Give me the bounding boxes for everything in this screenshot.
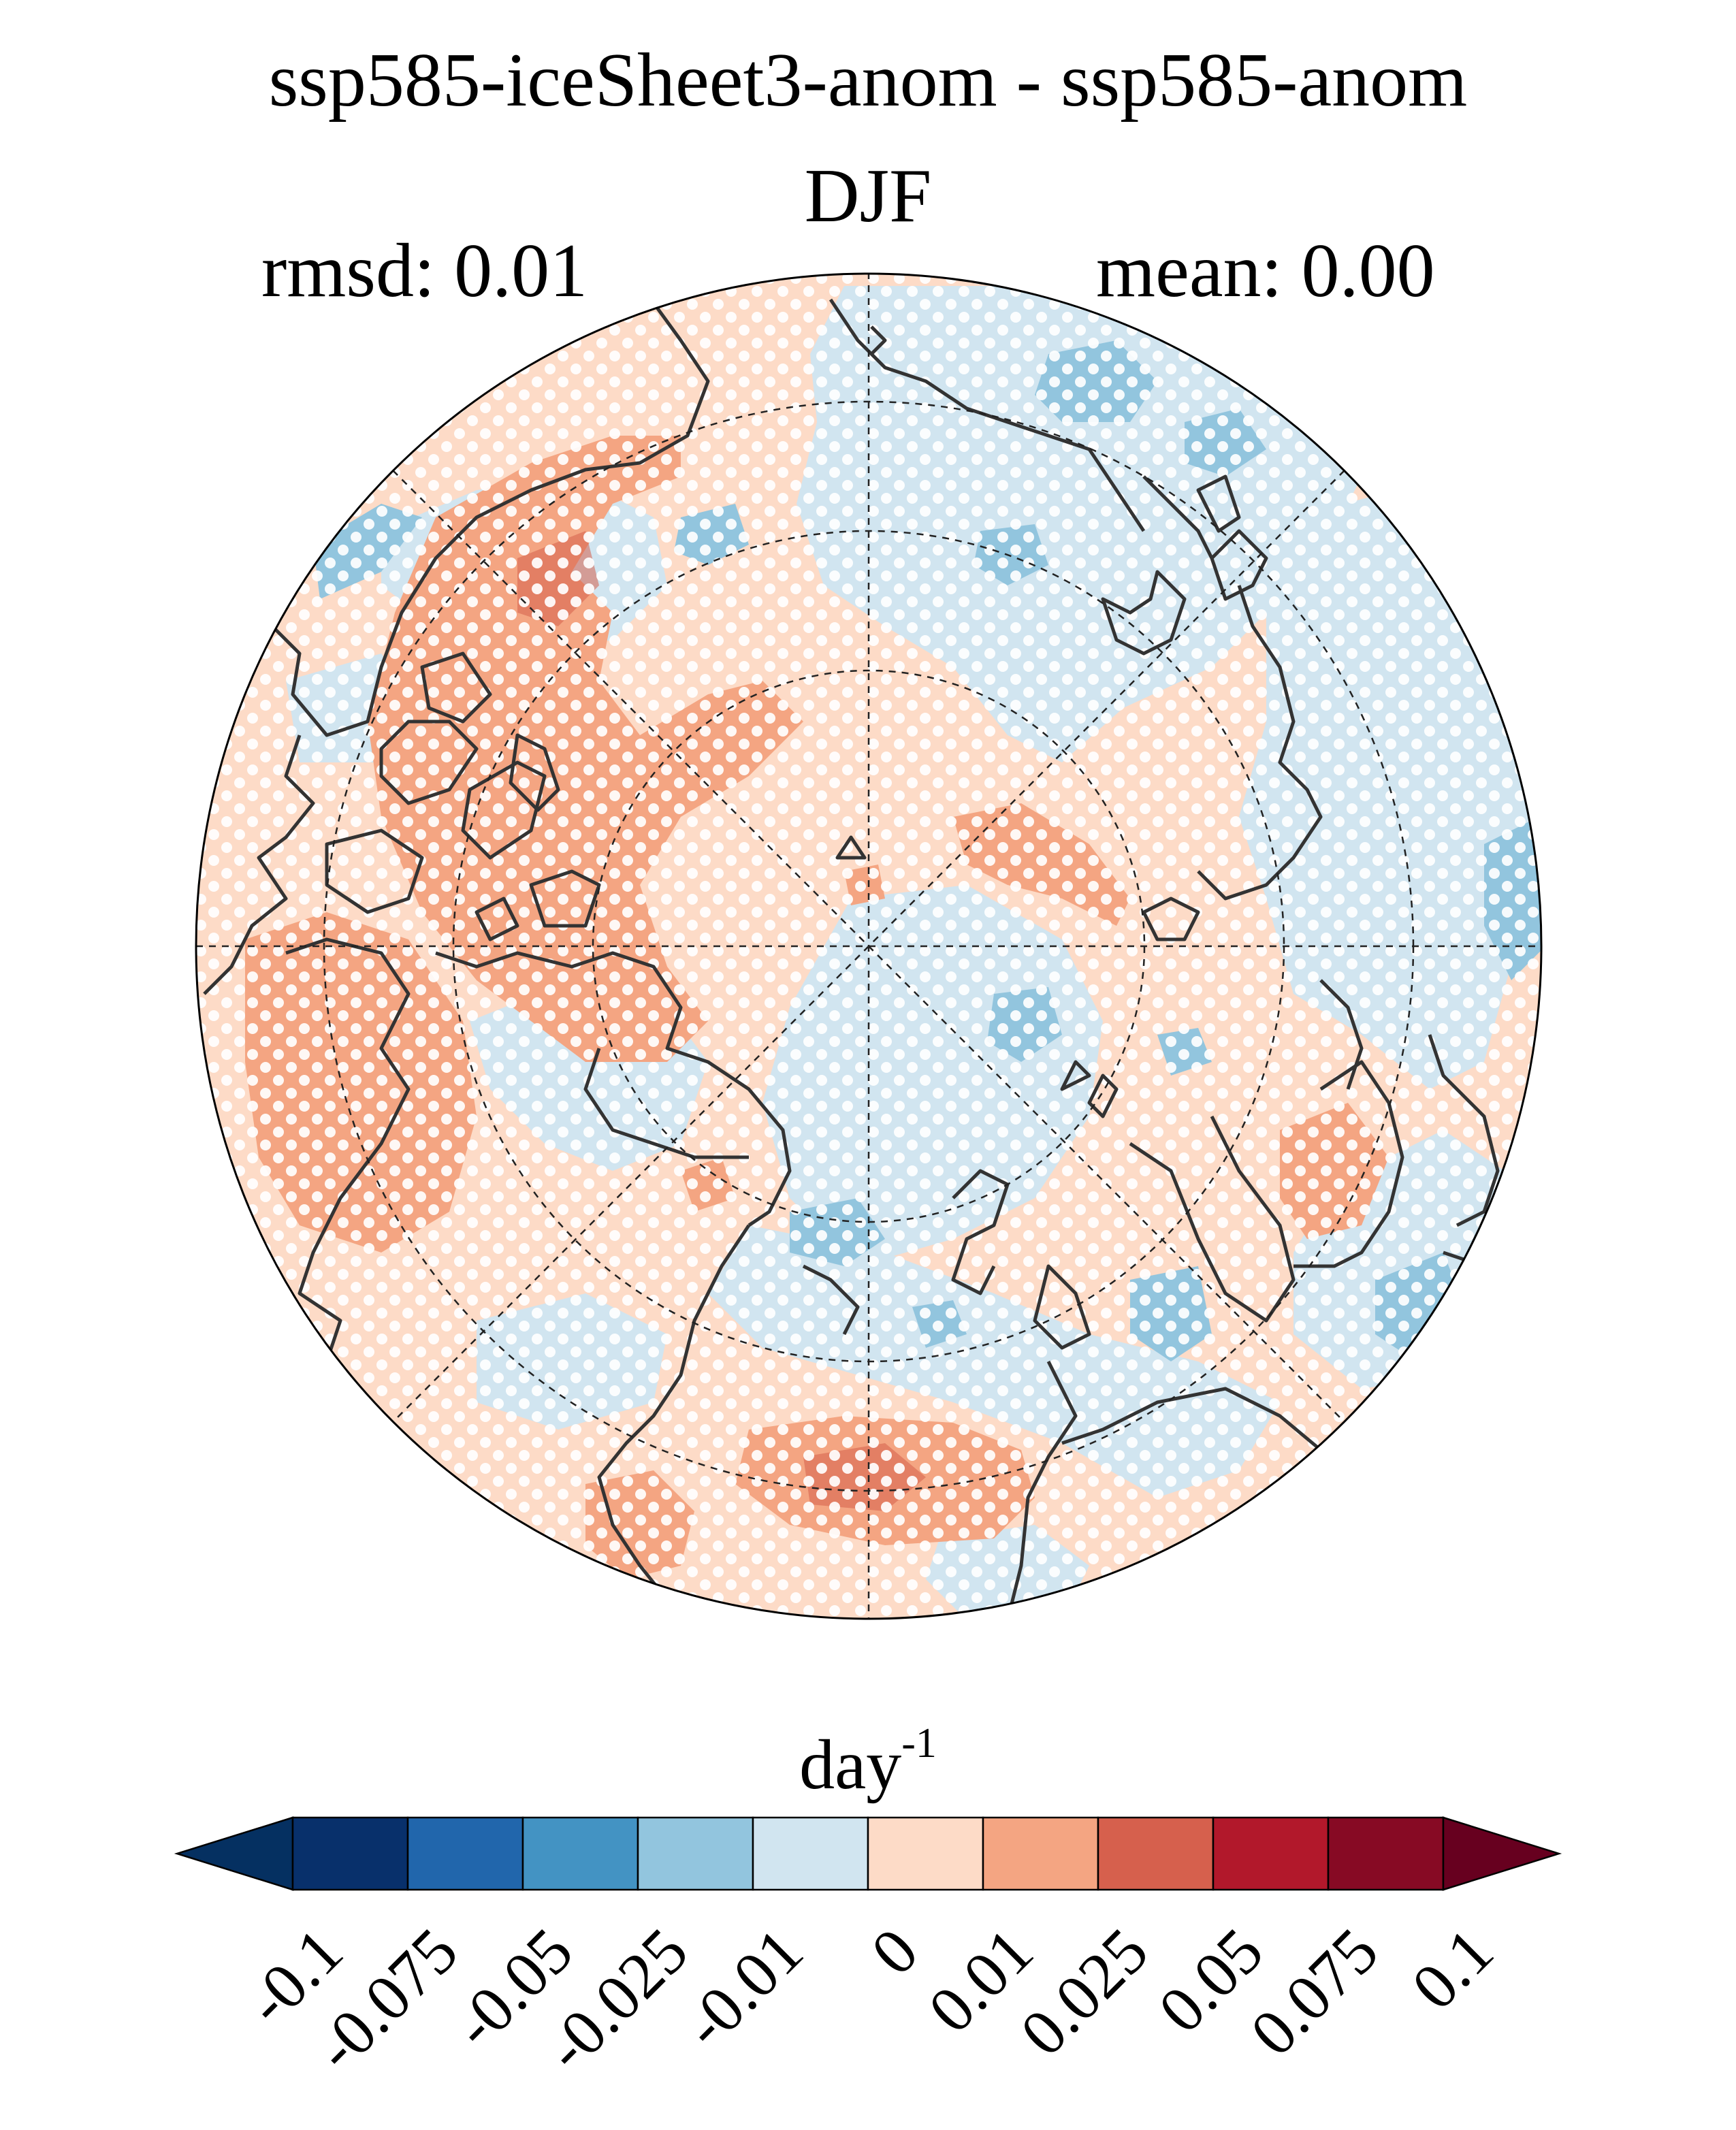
figure-title: ssp585-iceSheet3-anom - ssp585-anom [268,38,1468,123]
graticule [196,274,1541,1619]
colorbar-bin [1097,1816,1215,1891]
colorbar-tick-label: 0.025 [1006,1914,1162,2070]
season-label: DJF [804,154,932,238]
rmsd-label: rmsd: 0.01 [261,229,588,313]
polar-map [195,272,1543,1620]
colorbar-bin [406,1816,524,1891]
colorbar-tick-label: -0.01 [669,1914,817,2062]
colorbar-bin [521,1816,639,1891]
colorbar [174,1816,1562,1891]
colorbar-bin [1327,1816,1445,1891]
colorbar-bin [637,1816,754,1891]
mean-label: mean: 0.00 [1096,229,1435,313]
colorbar-tick-label: 0.1 [1397,1914,1507,2024]
colorbar-bin [752,1816,869,1891]
significance-stippling [196,274,1541,1619]
coastlines [203,298,1541,1619]
colorbar-bin [982,1816,1099,1891]
colorbar-extend-low [174,1816,294,1891]
units-exponent: -1 [901,1720,937,1766]
units-base: day [799,1726,902,1804]
colorbar-bin [867,1816,984,1891]
colorbar-extend-high [1442,1816,1562,1891]
map-boundary [195,272,1543,1620]
colorbar-bin [1212,1816,1330,1891]
colorbar-bin [291,1816,409,1891]
colorbar-tick-label: 0.075 [1236,1914,1392,2070]
colorbar-units: day-1 [0,1722,1736,1801]
colorbar-tick-label: 0 [856,1914,932,1989]
